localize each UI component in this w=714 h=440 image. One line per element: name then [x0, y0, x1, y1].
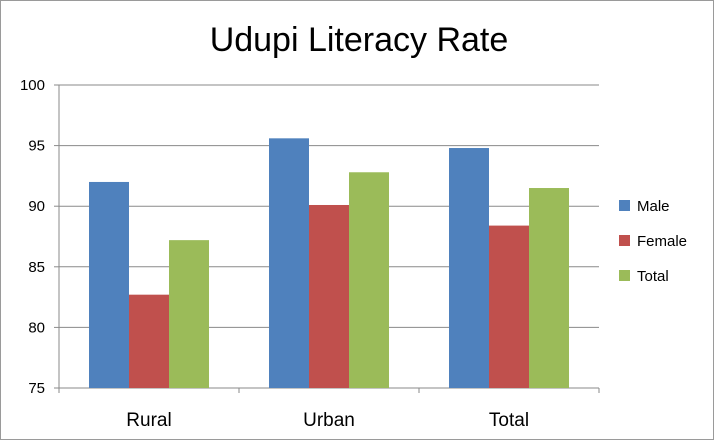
y-tick-label-85: 85	[28, 259, 45, 276]
bar-urban-female	[309, 204, 349, 388]
bar-total-total	[529, 188, 569, 388]
legend-label-total: Total	[637, 268, 669, 285]
chart-title: Udupi Literacy Rate	[210, 21, 509, 59]
x-tick-label-urban: Urban	[303, 410, 355, 431]
x-tick-label-rural: Rural	[126, 410, 171, 431]
y-tick-label-75: 75	[28, 380, 45, 397]
legend: Male Female Total	[619, 198, 687, 285]
bar-rural-female	[129, 294, 169, 388]
legend-label-female: Female	[637, 233, 687, 250]
x-tick-label-total: Total	[489, 410, 529, 431]
legend-swatch-male	[619, 200, 630, 211]
bar-urban-male	[269, 138, 309, 388]
bars	[89, 138, 569, 388]
y-tick-label-100: 100	[20, 77, 45, 94]
bar-total-female	[489, 225, 529, 388]
bar-urban-total	[349, 172, 389, 388]
y-tick-label-90: 90	[28, 198, 45, 215]
bar-total-male	[449, 148, 489, 388]
legend-label-male: Male	[637, 198, 670, 215]
bar-rural-total	[169, 240, 209, 388]
y-tick-label-95: 95	[28, 138, 45, 155]
legend-swatch-total	[619, 270, 630, 281]
legend-swatch-female	[619, 235, 630, 246]
axis-labels: 75 80 85 90 95 100 Rural Urban Total	[20, 77, 529, 431]
bar-rural-male	[89, 181, 129, 388]
y-tick-label-80: 80	[28, 319, 45, 336]
